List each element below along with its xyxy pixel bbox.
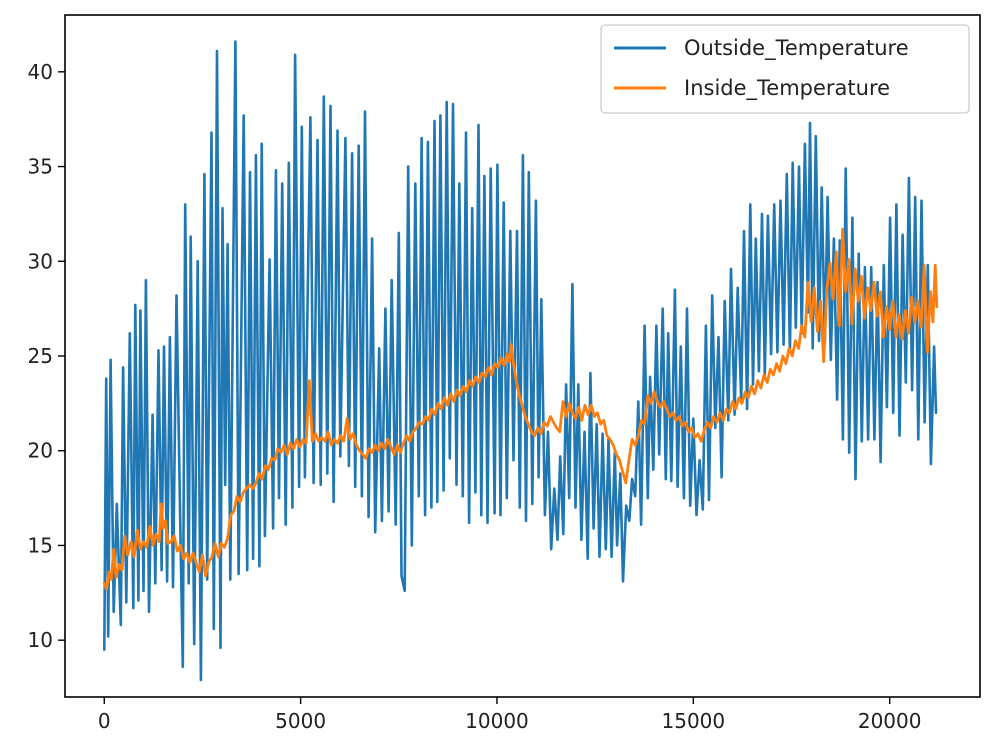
legend-frame [600, 24, 970, 114]
legend: Outside_Temperature Inside_Temperature [600, 24, 970, 114]
series-line-outside-temperature [103, 40, 938, 682]
x-tick-label: 0 [98, 709, 111, 733]
y-axis: 10 15 20 25 30 35 40 [28, 60, 65, 652]
y-tick-label: 20 [28, 439, 53, 463]
series-line-inside-temperature [102, 227, 939, 591]
plot-area [64, 14, 981, 698]
series-layer [102, 40, 939, 682]
legend-label-outside-temperature: Outside_Temperature [684, 36, 909, 61]
y-tick-label: 35 [28, 155, 53, 179]
x-tick-label: 15000 [662, 709, 726, 733]
x-tick-label: 5000 [275, 709, 326, 733]
y-tick-label: 30 [28, 249, 53, 273]
x-tick-label: 20000 [858, 709, 922, 733]
y-tick-label: 10 [28, 628, 53, 652]
y-tick-label: 40 [28, 60, 53, 84]
legend-label-inside-temperature: Inside_Temperature [684, 76, 890, 101]
x-tick-label: 10000 [465, 709, 529, 733]
y-tick-label: 15 [28, 533, 53, 557]
x-axis: 0 5000 10000 15000 20000 [98, 697, 922, 733]
y-tick-label: 25 [28, 344, 53, 368]
